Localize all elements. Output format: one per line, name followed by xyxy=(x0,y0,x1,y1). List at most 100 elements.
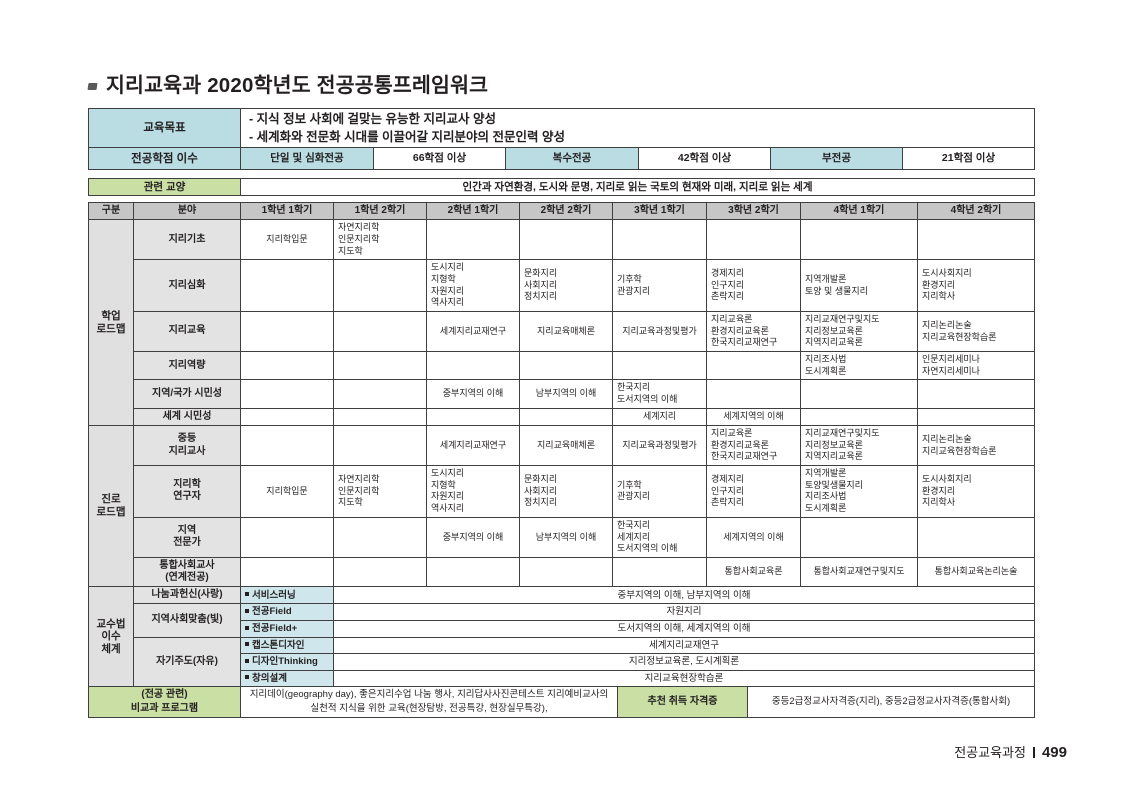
course-cell xyxy=(706,219,801,261)
course-cell xyxy=(917,516,1035,558)
course-cell xyxy=(333,407,427,427)
course-cell: 문화지리 사회지리 정치지리 xyxy=(519,465,613,518)
course-cell: 세계지리교재연구 xyxy=(426,310,520,353)
course-cell xyxy=(333,424,427,467)
col-header-6: 3학년 1학기 xyxy=(612,201,707,221)
square-bullet-icon xyxy=(245,675,249,680)
field-label: 지역 전문가 xyxy=(133,516,241,558)
pedagogy-courses: 자원지리 xyxy=(333,603,1035,622)
course-cell xyxy=(917,219,1035,261)
course-cell: 인문지리세미나 자연지리세미나 xyxy=(917,351,1035,381)
table-row: 지역 전문가 중부지역의 이해 남부지역의 이해 한국지리 세계지리 도서지역의 이해 세계지… xyxy=(89,516,1035,558)
pedagogy-row: 지역사회맞춤(빛) 전공Field 자원지리 xyxy=(89,603,1035,638)
course-cell: 한국지리 도서지역의 이해 xyxy=(612,379,707,409)
pedagogy-courses: 도서지역의 이해, 세계지역의 이해 xyxy=(333,620,1035,638)
square-bullet-icon xyxy=(245,658,249,663)
table-row: 지리역량 지리조사법 도시계획론 인문지리세미나 자연지리세미나 xyxy=(89,351,1035,381)
pedagogy-courses: 세계지리교재연구 xyxy=(333,636,1035,655)
pedagogy-method-label: 캡스톤디자인 xyxy=(240,636,334,655)
course-cell xyxy=(240,259,334,312)
course-cell: 기후학 관광지리 xyxy=(612,465,707,518)
course-cell: 지리학입문 xyxy=(240,465,334,518)
education-goal-table: 교육목표 - 지식 정보 사회에 걸맞는 유능한 지리교사 양성 - 세계화와 … xyxy=(88,107,1036,171)
certificate-value: 중등2급정교사자격증(지리), 중등2급정교사자격증(통합사회) xyxy=(747,686,1035,718)
table-row: 지리학 연구자 지리학입문 자연지리학 인문지리학 지도학 도시지리 지형학 자원지리 역사지리 문… xyxy=(89,465,1035,518)
pedagogy-method-label: 창의설계 xyxy=(240,669,334,688)
course-cell: 지리교재연구및지도 지리정보교육론 지역지리교육론 xyxy=(800,424,918,467)
pedagogy-row: 자기주도(자유) 캡스톤디자인 세계지리교재연구 xyxy=(89,636,1035,688)
course-cell: 통합사회교육론 xyxy=(706,556,801,588)
pedagogy-field-label: 지역사회맞춤(빛) xyxy=(133,603,241,638)
pedagogy-courses: 지리교육현장학습론 xyxy=(333,669,1035,688)
field-label: 지리학 연구자 xyxy=(133,465,241,518)
course-cell xyxy=(240,310,334,353)
course-cell: 도시사회지리 환경지리 지리학사 xyxy=(917,259,1035,312)
credit-type-minor: 부전공 xyxy=(770,147,903,171)
credit-type-single: 단일 및 심화전공 xyxy=(240,147,374,171)
course-cell xyxy=(917,379,1035,409)
field-label: 중등 지리교사 xyxy=(133,424,241,467)
course-cell xyxy=(240,407,334,427)
course-cell xyxy=(240,424,334,467)
pedagogy-courses: 중부지역의 이해, 남부지역의 이해 xyxy=(333,586,1035,605)
pedagogy-method-label: 디자인Thinking xyxy=(240,653,334,671)
course-cell xyxy=(426,556,520,588)
col-header-7: 3학년 2학기 xyxy=(706,201,801,221)
course-cell xyxy=(333,516,427,558)
course-cell xyxy=(240,556,334,588)
course-cell xyxy=(519,219,613,261)
course-cell xyxy=(800,379,918,409)
course-cell: 지리학입문 xyxy=(240,219,334,261)
credits-row: 전공학점 이수 단일 및 심화전공 66학점 이상 복수전공 42학점 이상 부… xyxy=(88,147,1036,171)
credit-amount-double: 42학점 이상 xyxy=(638,147,771,171)
extracurricular-table: (전공 관련) 비교과 프로그램 지리데이(geography day), 좋은지… xyxy=(88,686,1035,718)
course-cell xyxy=(426,351,520,381)
course-cell: 한국지리 세계지리 도서지역의 이해 xyxy=(612,516,707,558)
liberal-value: 인간과 자연환경, 도시와 문명, 지리로 읽는 국토의 현재와 미래, 지리로… xyxy=(240,178,1035,196)
col-header-8: 4학년 1학기 xyxy=(800,201,918,221)
course-cell xyxy=(519,556,613,588)
curriculum-framework-table: 구분 분야 1학년 1학기 1학년 2학기 2학년 1학기 2학년 2학기 3학… xyxy=(88,201,1035,688)
page-title-text: 지리교육과 2020학년도 전공공통프레임워크 xyxy=(106,74,489,97)
course-cell: 지역개발론 토양및생물지리 지리조사법 도시계획론 xyxy=(800,465,918,518)
course-cell: 지리논리논술 지리교육현장학습론 xyxy=(917,424,1035,467)
table-row: 학업 로드맵 지리기초 지리학입문 자연지리학 인문지리학 지도학 xyxy=(88,219,1035,426)
col-header-0: 구분 xyxy=(88,201,134,221)
square-bullet-icon xyxy=(245,642,249,647)
liberal-row: 관련 교양 인간과 자연환경, 도시와 문명, 지리로 읽는 국토의 현재와 미… xyxy=(88,178,1035,196)
course-cell: 세계지리교재연구 xyxy=(426,424,520,467)
course-cell xyxy=(706,351,801,381)
course-cell: 지리교육론 환경지리교육론 한국지리교재연구 xyxy=(706,310,801,353)
program-label: (전공 관련) 비교과 프로그램 xyxy=(88,686,241,718)
course-cell: 문화지리 사회지리 정치지리 xyxy=(519,259,613,312)
course-cell xyxy=(612,556,707,588)
pedagogy-method-label: 서비스러닝 xyxy=(240,586,334,605)
pedagogy-field-label: 나눔과헌신(사랑) xyxy=(133,586,241,605)
certificate-label: 추천 취득 자격증 xyxy=(617,686,748,718)
credit-amount-single: 66학점 이상 xyxy=(373,147,506,171)
row-group-1: 진로 로드맵 xyxy=(88,424,134,588)
course-cell: 도시지리 지형학 자원지리 역사지리 xyxy=(426,465,520,518)
course-cell xyxy=(917,407,1035,427)
course-cell xyxy=(800,407,918,427)
row-group-0: 학업 로드맵 xyxy=(88,219,134,426)
footer-label: 전공교육과정 xyxy=(954,745,1026,760)
course-cell: 도시사회지리 환경지리 지리학사 xyxy=(917,465,1035,518)
course-cell: 세계지역의 이해 xyxy=(706,407,801,427)
field-label: 지리기초 xyxy=(133,219,241,261)
bottom-row: (전공 관련) 비교과 프로그램 지리데이(geography day), 좋은지… xyxy=(88,686,1035,718)
course-cell: 경제지리 인구지리 촌락지리 xyxy=(706,465,801,518)
liberal-label: 관련 교양 xyxy=(88,178,241,196)
course-cell xyxy=(333,310,427,353)
table-row: 지리교육 세계지리교재연구 지리교육매체론 지리교육과정및평가 지리교육론 환경지리교육론… xyxy=(89,310,1035,353)
course-cell: 지역개발론 토양 및 생물지리 xyxy=(800,259,918,312)
course-cell xyxy=(333,351,427,381)
course-cell xyxy=(240,379,334,409)
col-header-3: 1학년 2학기 xyxy=(333,201,427,221)
course-cell: 지리조사법 도시계획론 xyxy=(800,351,918,381)
col-header-1: 분야 xyxy=(133,201,241,221)
course-cell: 세계지리 xyxy=(612,407,707,427)
square-bullet-icon xyxy=(245,608,249,613)
table-row: 지역/국가 시민성 중부지역의 이해 남부지역의 이해 한국지리 도서지역의 이해 xyxy=(89,379,1035,409)
course-cell xyxy=(800,516,918,558)
